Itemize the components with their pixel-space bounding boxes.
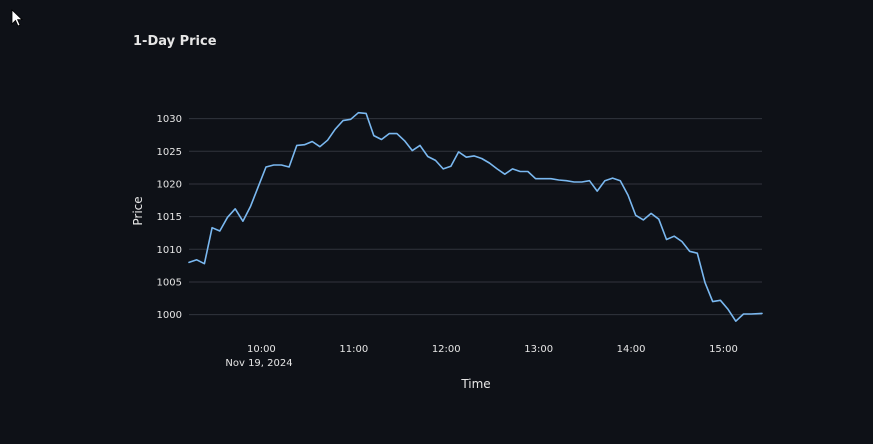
x-axis-ticks: 10:00 11:00 12:00 13:00 14:00 15:00 <box>247 344 738 355</box>
mouse-pointer-icon <box>11 9 23 27</box>
y-axis-label: Price <box>131 196 145 225</box>
y-axis-ticks: 1000 1005 1010 1015 1020 1025 1030 <box>157 114 182 321</box>
x-tick-label: 14:00 <box>617 344 646 355</box>
x-axis-date-label: Nov 19, 2024 <box>225 358 292 369</box>
y-tick-label: 1010 <box>157 245 182 256</box>
x-tick-label: 15:00 <box>709 344 738 355</box>
x-tick-label: 13:00 <box>524 344 553 355</box>
y-tick-label: 1005 <box>157 277 182 288</box>
y-tick-label: 1020 <box>157 179 182 190</box>
x-tick-label: 10:00 <box>247 344 276 355</box>
grid-lines <box>189 118 762 316</box>
y-tick-label: 1025 <box>157 147 182 158</box>
chart-title: 1-Day Price <box>133 34 217 49</box>
x-tick-label: 12:00 <box>432 344 461 355</box>
y-tick-label: 1000 <box>157 310 182 321</box>
price-series-line <box>188 111 763 322</box>
y-tick-label: 1015 <box>157 212 182 223</box>
x-axis-label: Time <box>460 377 490 391</box>
y-tick-label: 1030 <box>157 114 182 125</box>
x-tick-label: 11:00 <box>339 344 368 355</box>
